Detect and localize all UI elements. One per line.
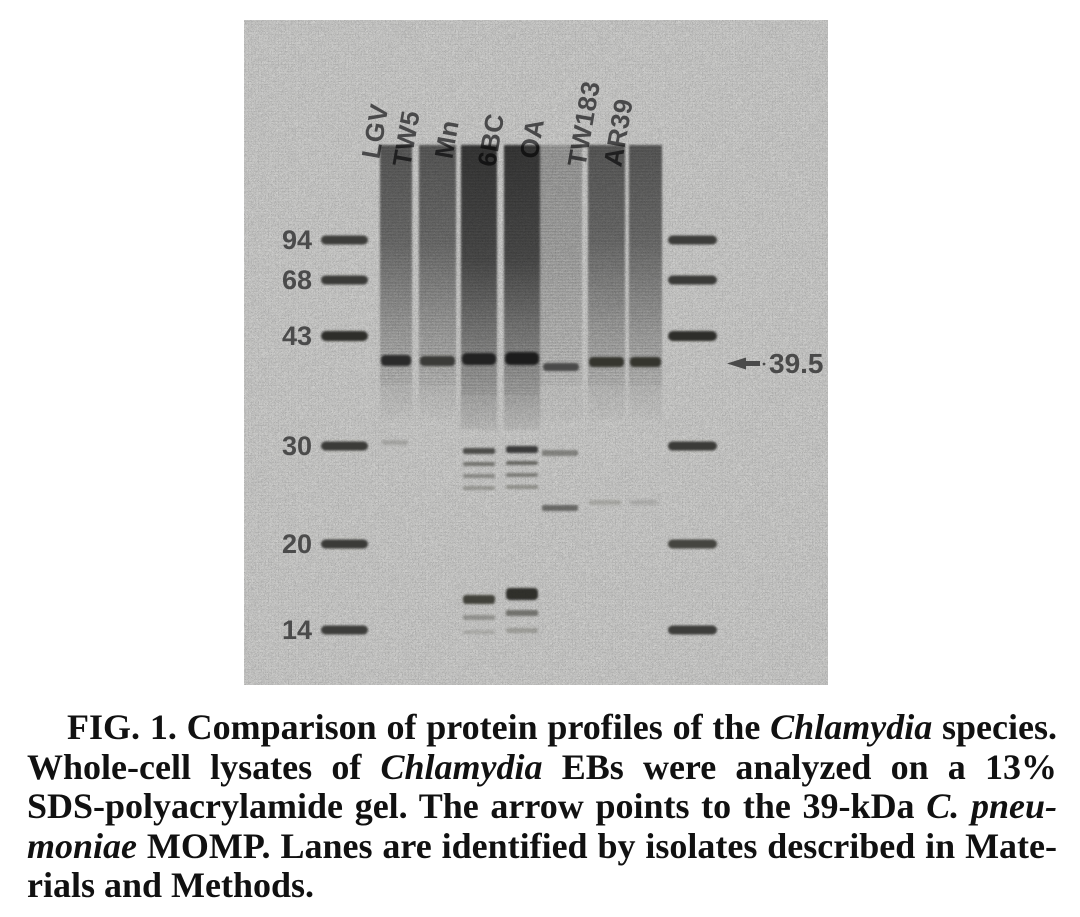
svg-text:20: 20 <box>282 529 312 559</box>
svg-text:39.5: 39.5 <box>769 348 824 379</box>
svg-text:68: 68 <box>282 265 312 295</box>
svg-text:43: 43 <box>282 321 312 351</box>
svg-text:30: 30 <box>282 431 312 461</box>
svg-text:94: 94 <box>282 225 312 255</box>
svg-text:14: 14 <box>282 615 312 645</box>
